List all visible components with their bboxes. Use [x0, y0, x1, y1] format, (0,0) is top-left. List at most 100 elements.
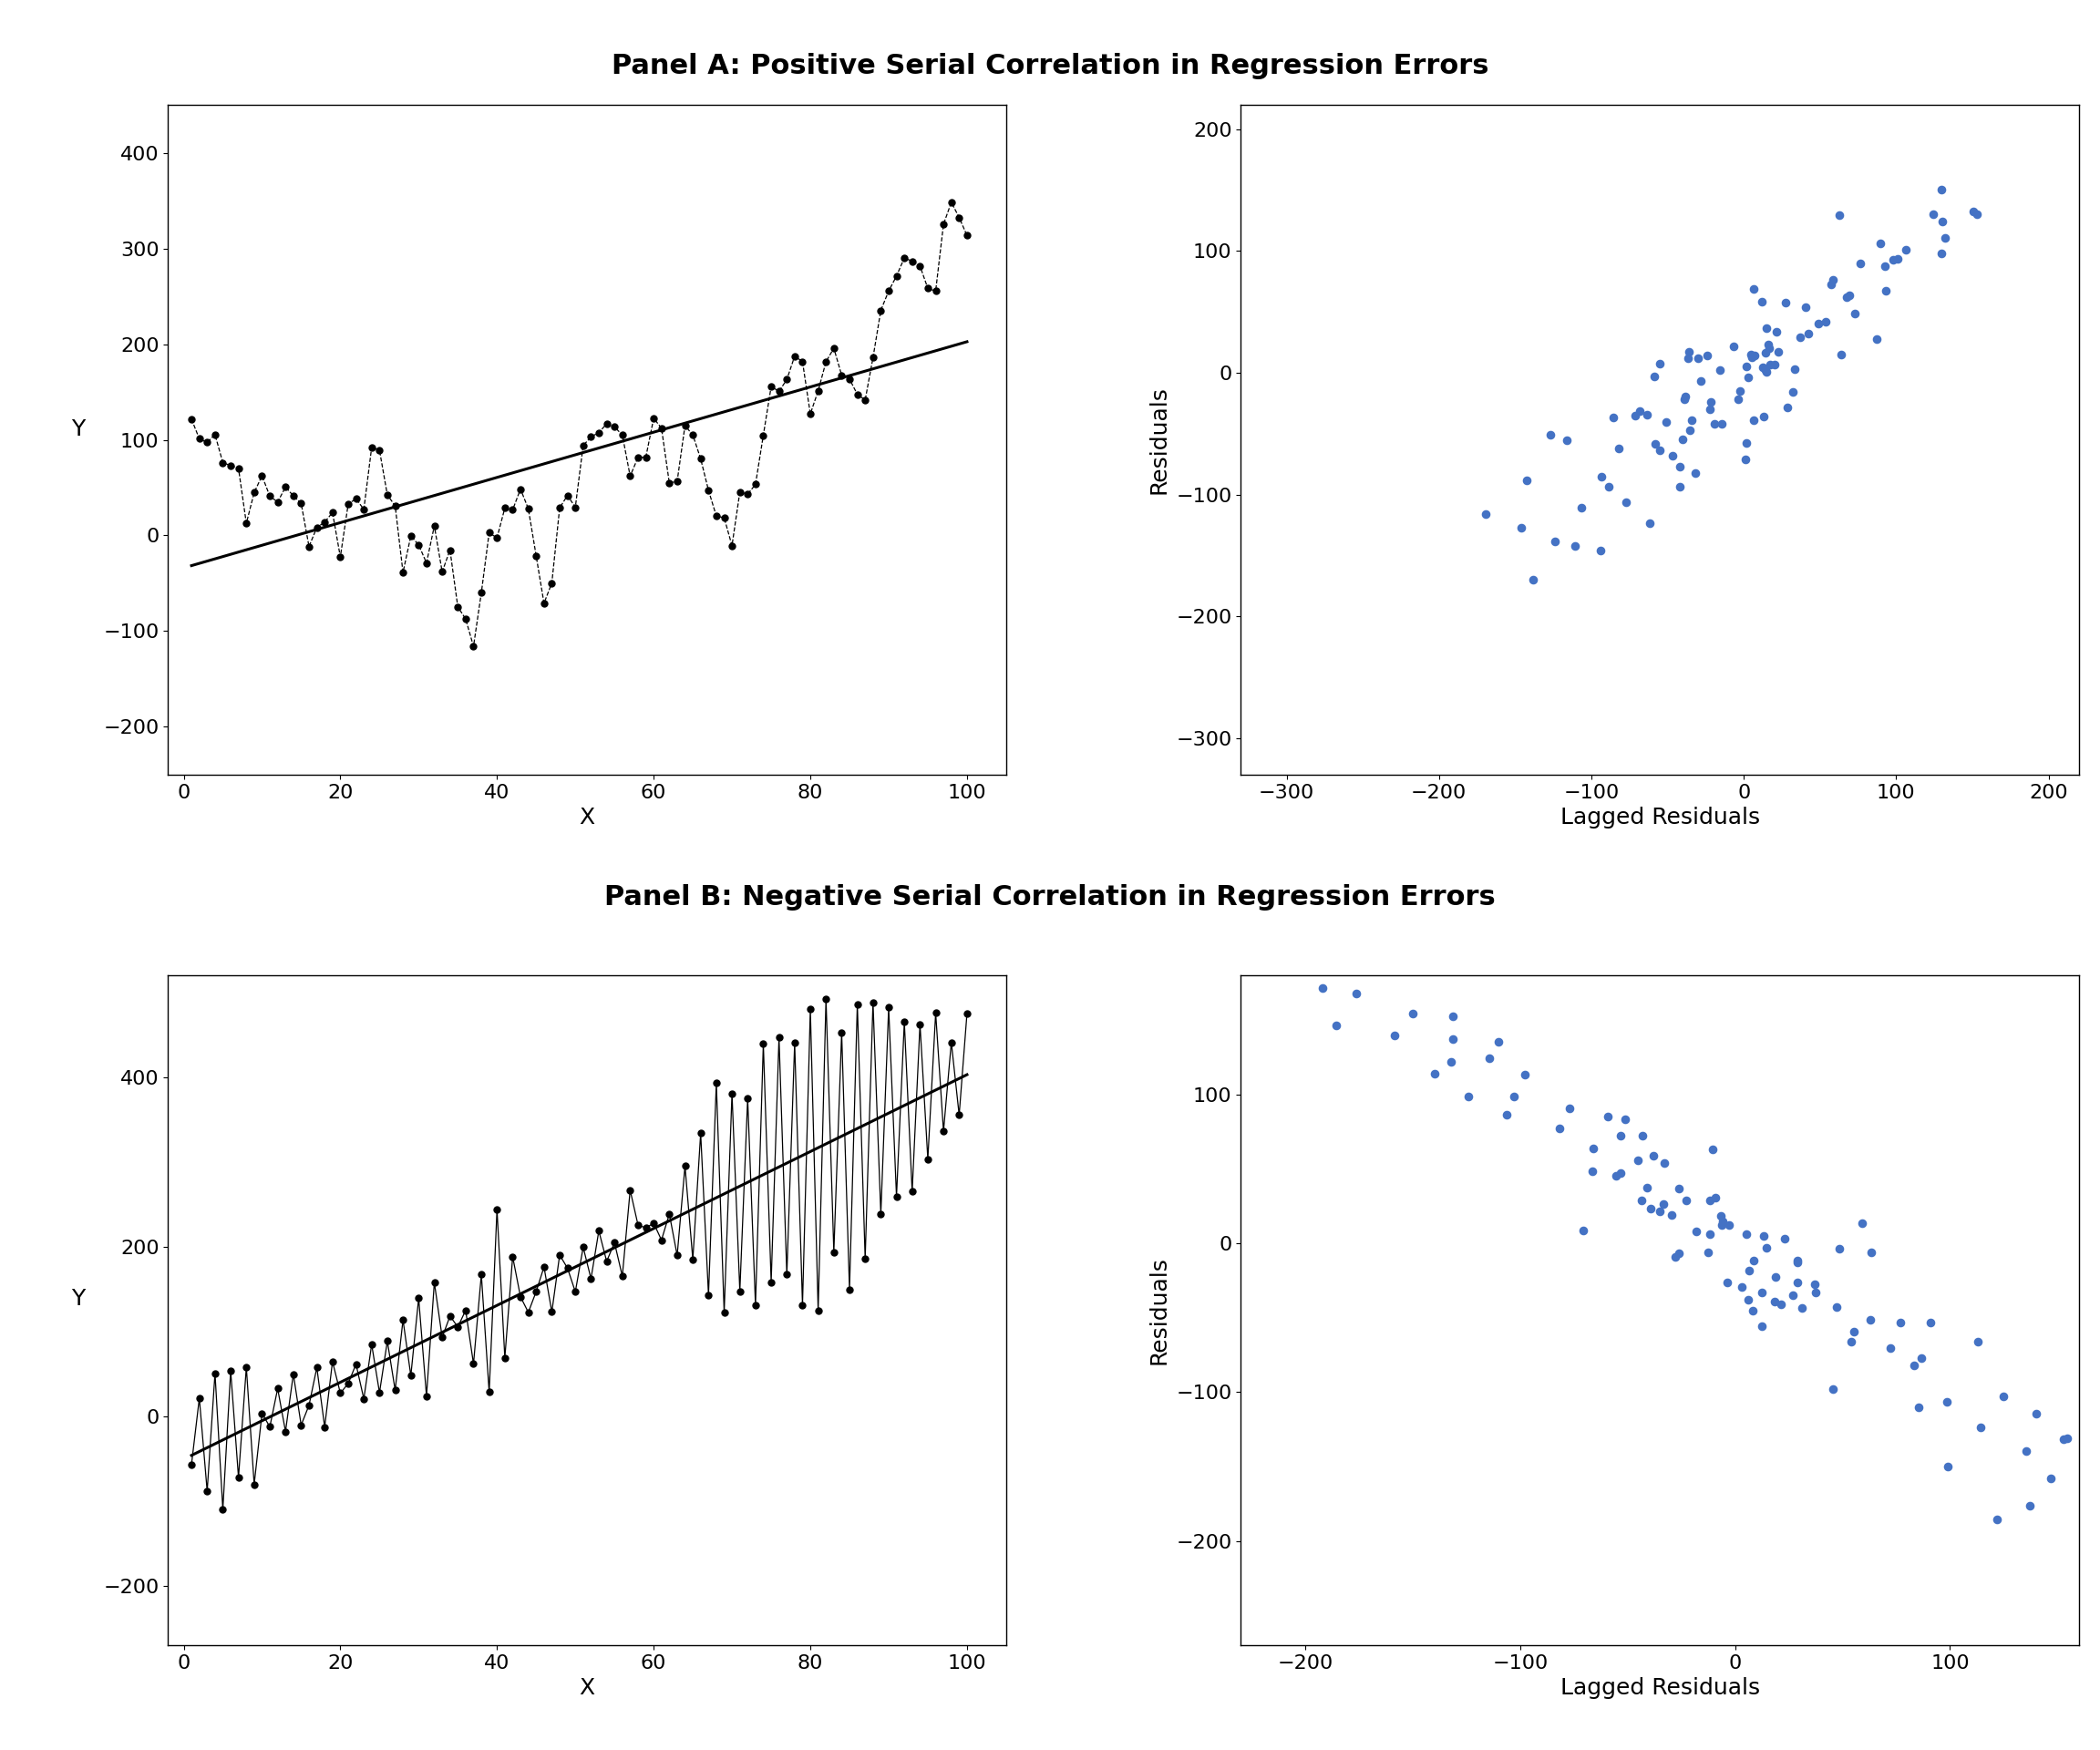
Point [1737, 1246, 1770, 1274]
Point [1718, 332, 1751, 360]
Point [1730, 1286, 1764, 1314]
Point [1880, 245, 1913, 273]
Point [1861, 326, 1894, 354]
Point [1749, 340, 1783, 368]
Point [1854, 1239, 1888, 1267]
Point [1838, 1318, 1871, 1346]
Point [1957, 198, 1991, 226]
Point [1436, 1003, 1470, 1031]
Point [1930, 1388, 1964, 1416]
Point [1625, 1122, 1659, 1150]
Point [1758, 1288, 1791, 1316]
Point [1690, 1239, 1724, 1267]
Point [1789, 294, 1823, 322]
Point [1844, 248, 1877, 276]
Point [1833, 1328, 1867, 1356]
Point [1930, 1452, 1964, 1480]
Point [1705, 410, 1739, 438]
Point [1730, 352, 1764, 380]
Point [1630, 401, 1663, 429]
Point [1754, 352, 1787, 380]
Point [1829, 284, 1863, 312]
Point [1644, 1197, 1678, 1225]
Point [1722, 385, 1756, 413]
Point [1609, 1106, 1642, 1134]
Point [1663, 473, 1697, 500]
Point [1873, 1334, 1907, 1362]
Point [2033, 1465, 2066, 1493]
Point [1690, 341, 1724, 369]
Point [1693, 1186, 1726, 1214]
Y-axis label: Residuals: Residuals [1149, 1256, 1170, 1365]
X-axis label: Lagged Residuals: Lagged Residuals [1560, 1676, 1760, 1699]
Point [1798, 1278, 1831, 1306]
Point [1625, 1186, 1659, 1214]
Point [1539, 527, 1573, 555]
Point [1833, 282, 1867, 310]
Point [1619, 403, 1653, 430]
Point [1768, 1225, 1802, 1253]
Point [1808, 308, 1842, 336]
Point [1655, 1202, 1688, 1230]
Point [1697, 410, 1730, 438]
Point [1678, 459, 1712, 486]
Point [1684, 368, 1718, 396]
Point [1777, 1281, 1810, 1309]
Point [1762, 338, 1796, 366]
Point [1926, 208, 1959, 236]
Point [2014, 1491, 2048, 1519]
Point [1609, 488, 1642, 516]
Point [2018, 1400, 2052, 1428]
Point [1680, 1218, 1714, 1246]
Y-axis label: Residuals: Residuals [1149, 385, 1170, 493]
Point [1558, 532, 1592, 560]
Point [1663, 453, 1697, 481]
Point [1964, 1414, 1997, 1442]
Point [1506, 513, 1539, 541]
Point [1768, 289, 1802, 317]
Point [1705, 1202, 1739, 1230]
Point [1583, 536, 1617, 564]
Point [1577, 1134, 1611, 1162]
Point [1644, 350, 1678, 378]
X-axis label: Lagged Residuals: Lagged Residuals [1560, 807, 1760, 828]
Point [2050, 1424, 2083, 1452]
Point [1695, 388, 1728, 416]
Point [1651, 408, 1684, 436]
Point [1745, 287, 1779, 315]
Point [1838, 299, 1871, 327]
Point [1634, 509, 1667, 537]
Point [1655, 441, 1688, 469]
Point [1730, 429, 1764, 457]
Point [1508, 1060, 1541, 1088]
Point [1567, 1216, 1600, 1244]
Point [1397, 999, 1430, 1027]
Point [1340, 980, 1373, 1008]
Point [1711, 1211, 1745, 1239]
Point [1877, 247, 1911, 275]
Point [1814, 270, 1848, 298]
Point [1621, 1146, 1655, 1174]
Point [1533, 420, 1567, 448]
Point [1468, 500, 1502, 528]
Point [1749, 357, 1783, 385]
Text: Panel B: Negative Serial Correlation in Regression Errors: Panel B: Negative Serial Correlation in … [605, 884, 1495, 910]
Point [1890, 236, 1924, 264]
Point [1642, 436, 1676, 464]
Point [1646, 1190, 1680, 1218]
Point [1434, 1048, 1468, 1076]
Point [1865, 229, 1898, 257]
Point [1987, 1383, 2020, 1411]
Point [1730, 1220, 1764, 1248]
Point [1747, 1222, 1781, 1250]
Point [1754, 334, 1787, 362]
Point [1781, 1248, 1814, 1276]
Point [2087, 1426, 2100, 1454]
Point [1728, 444, 1762, 473]
Point [1737, 275, 1770, 303]
Point [1554, 1094, 1588, 1122]
Point [1854, 1306, 1888, 1334]
Point [1510, 467, 1544, 495]
Point [1436, 1026, 1470, 1054]
Point [1604, 1158, 1638, 1186]
